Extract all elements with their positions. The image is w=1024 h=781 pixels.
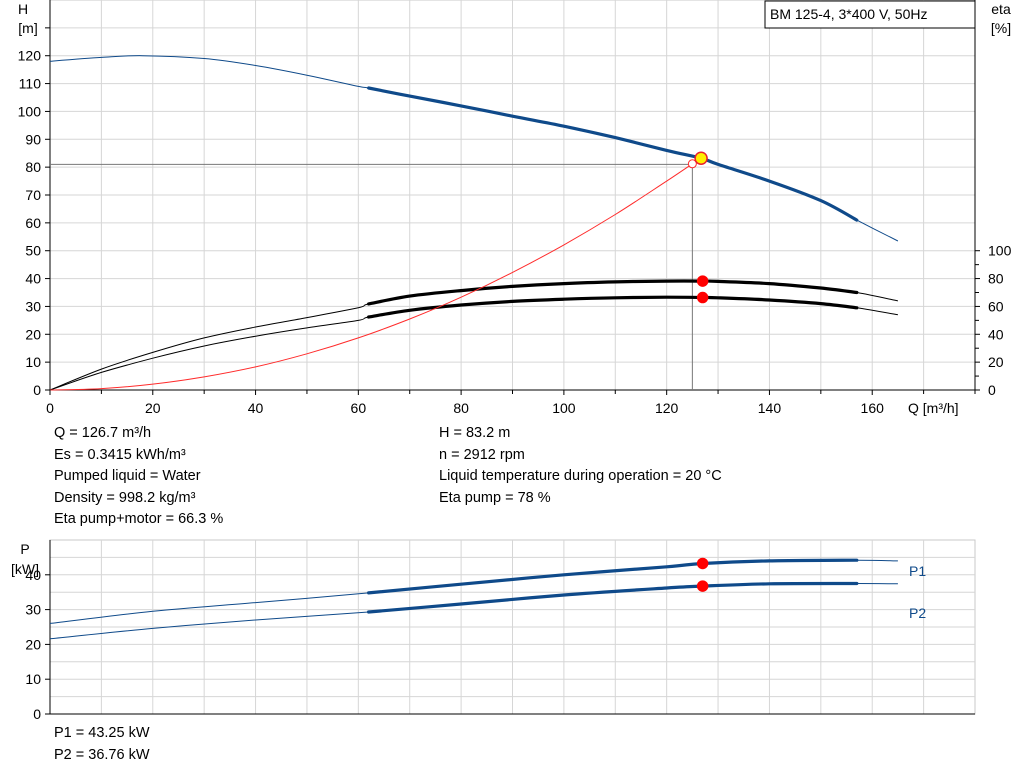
chart-title-box [764,0,976,29]
info-head: H = 83.2 m [439,425,511,441]
curve-eta-upper-duty-range [367,279,859,306]
info-power: P1 = 43.25 kW P2 = 36.76 kW [54,723,150,766]
power-chart-grid [46,539,976,715]
curve-eta-lower-duty-range [367,295,859,319]
x-tick-label: 0 [46,400,54,416]
info-left: Q = 126.7 m³/h Es = 0.3415 kWh/m³ Pumped… [54,423,223,531]
power-axis-unit: [kW] [11,561,39,577]
y2-axis-label-eta: eta [991,1,1011,17]
y-tick-label: 110 [19,76,42,92]
y-tick-label: 30 [25,298,41,314]
power-chart-ticks: 0 10 20 30 40 [25,567,50,722]
info-p2: P2 = 36.76 kW [54,746,150,763]
info-right: H = 83.2 m n = 2912 rpm Liquid temperatu… [439,423,722,509]
power-y-tick-label: 10 [25,671,41,687]
x-tick-label: 100 [552,400,576,416]
y-tick-label: 70 [25,187,41,203]
y-axis-unit-h: [m] [18,20,37,36]
power-y-tick-label: 20 [25,636,41,652]
main-chart-ticks: 0 10 20 30 40 50 60 70 80 90 100 110 120 0 20 40 60 80 100… [18,27,1012,416]
power-y-tick-label: 30 [25,602,41,618]
y-tick-label: 50 [25,243,41,259]
info-p1: P1 = 43.25 kW [54,725,150,741]
main-chart-markers [687,151,709,304]
info-eta-pump-motor: Eta pump+motor = 66.3 % [54,511,224,527]
info-density: Density = 998.2 kg/m³ [54,489,196,506]
eta-operating-marker [696,291,709,304]
y-tick-label: 40 [25,271,41,287]
power-chart-markers [696,557,709,592]
power-y-tick-label: 0 [33,706,41,722]
curve-system-curve-line [49,163,693,391]
x-tick-label: 140 [758,400,782,416]
main-chart-grid [46,0,979,394]
x-tick-label: 120 [655,400,679,416]
power-p1-duty-range [367,558,859,595]
y-tick-label: 90 [25,131,41,147]
system-curve-intersection-marker [687,159,697,169]
y2-tick-label: 80 [988,271,1004,287]
series-label-p2: P2 [909,605,926,621]
duty-point-marker [694,151,708,165]
info-flow: Q = 126.7 m³/h [54,425,152,441]
y-tick-label: 60 [25,215,41,231]
eta-operating-marker [696,275,709,287]
x-tick-label: 60 [351,400,367,416]
power-y-tick-label: 40 [25,567,41,583]
power-p2-duty-range [367,581,859,614]
main-chart-series [49,55,899,391]
y2-axis-unit-eta: [%] [991,20,1011,36]
power-operating-marker [696,557,709,570]
y2-tick-label: 40 [988,326,1004,342]
y2-tick-label: 60 [988,298,1004,314]
info-specific-energy: Es = 0.3415 kWh/m³ [54,446,186,463]
power-axis-label: P [20,541,29,557]
x-tick-label: 20 [145,400,161,416]
y-tick-label: 100 [18,103,42,119]
power-operating-marker [696,580,709,592]
power-chart-series [49,558,898,640]
info-pumped-liquid: Pumped liquid = Water [54,468,201,484]
y-tick-label: 20 [25,326,41,342]
x-tick-label: 160 [861,400,885,416]
x-tick-label: 80 [453,400,469,416]
info-speed: n = 2912 rpm [439,446,525,463]
x-axis-label: Q [m³/h] [908,400,959,416]
y-tick-label: 10 [25,354,41,370]
y2-tick-label: 0 [988,382,996,398]
y2-tick-label: 20 [988,354,1004,370]
info-liquid-temperature: Liquid temperature during operation = 20… [439,468,722,484]
y-axis-label-h: H [18,1,28,17]
x-tick-label: 40 [248,400,264,416]
chart-title: BM 125-4, 3*400 V, 50Hz [770,6,927,22]
info-eta-pump: Eta pump = 78 % [439,489,551,506]
series-label-p1: P1 [909,563,926,579]
y-tick-label: 80 [25,159,41,175]
y-tick-label: 0 [33,382,41,398]
curve-h-duty-range [367,86,859,222]
y-tick-label: 120 [18,48,42,64]
y2-tick-label: 100 [988,243,1012,259]
